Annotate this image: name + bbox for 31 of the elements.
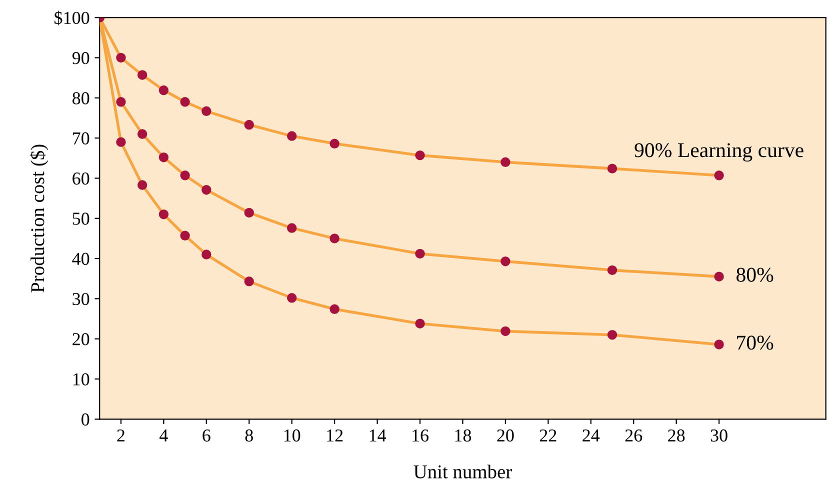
series-label: 80% — [736, 268, 774, 282]
y-tick-label: 30 — [72, 292, 90, 306]
x-tick-label: 24 — [582, 429, 600, 442]
x-tick-label: 14 — [370, 430, 386, 442]
x-tick-label: 2 — [117, 429, 124, 442]
x-tick-label: 28 — [668, 429, 685, 442]
x-axis-title: Unit number — [414, 464, 512, 478]
y-tick-label: $100 — [54, 10, 90, 26]
y-axis-title: Production cost ($) — [30, 144, 48, 292]
x-tick-label: 8 — [245, 429, 253, 442]
x-tick-label: 22 — [540, 429, 556, 442]
y-tick-label: 0 — [82, 413, 90, 426]
y-tick-label: 70 — [73, 132, 90, 144]
x-tick-label: 12 — [327, 429, 343, 442]
x-tick-label: 4 — [160, 430, 168, 442]
x-tick-label: 16 — [412, 429, 428, 442]
x-tick-label: 10 — [284, 429, 300, 442]
y-tick-label: 20 — [72, 333, 90, 346]
y-tick-label: 40 — [72, 252, 90, 265]
x-tick-label: 20 — [497, 429, 514, 442]
x-tick-label: 26 — [625, 429, 642, 442]
x-tick-label: 18 — [455, 429, 472, 442]
y-tick-label: 10 — [73, 373, 90, 386]
y-tick-label: 50 — [72, 212, 90, 225]
y-tick-label: 60 — [72, 172, 90, 185]
x-tick-label: 30 — [710, 429, 728, 442]
series-label: 70% — [737, 336, 774, 350]
series-label: 90% Learning curve — [634, 143, 804, 162]
y-tick-label: 90 — [72, 52, 90, 64]
x-tick-label: 6 — [202, 429, 210, 442]
y-tick-label: 80 — [72, 92, 90, 104]
